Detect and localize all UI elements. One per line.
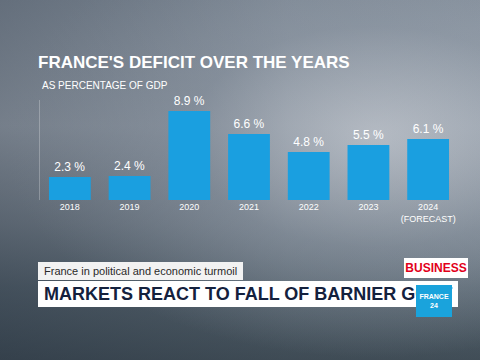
svg-text:8.9 %: 8.9 % [174,94,205,108]
html-text:FRANCE 24: FRANCE 24 [419,293,449,309]
html-text:MARKETS REACT TO FALL OF BARNI: MARKETS REACT TO FALL OF BARNIER GOVT [44,284,453,304]
svg-text:2018: 2018 [60,202,80,212]
svg-text:AS PERCENTAGE OF GDP: AS PERCENTAGE OF GDP [42,80,168,91]
svg-text:2024(FORECAST): 2024(FORECAST) [401,202,456,224]
svg-text:2.3 %: 2.3 % [54,160,85,174]
svg-text:4.8 %: 4.8 % [293,135,324,149]
html-text:BUSINESS: BUSINESS [405,261,467,275]
svg-text:FRANCE'S DEFICIT OVER THE YEAR: FRANCE'S DEFICIT OVER THE YEARS [38,53,350,72]
svg-text:2020: 2020 [179,202,199,212]
svg-text:6.1 %: 6.1 % [413,122,444,136]
svg-text:2023: 2023 [358,202,378,212]
svg-text:5.5 %: 5.5 % [353,128,384,142]
svg-text:2.4 %: 2.4 % [114,159,145,173]
html-text:France in political and econom: France in political and economic turmoil [44,265,238,277]
svg-text:6.6 %: 6.6 % [233,117,264,131]
svg-text:2019: 2019 [120,202,140,212]
svg-text:2021: 2021 [239,202,259,212]
svg-text:2022: 2022 [299,202,319,212]
